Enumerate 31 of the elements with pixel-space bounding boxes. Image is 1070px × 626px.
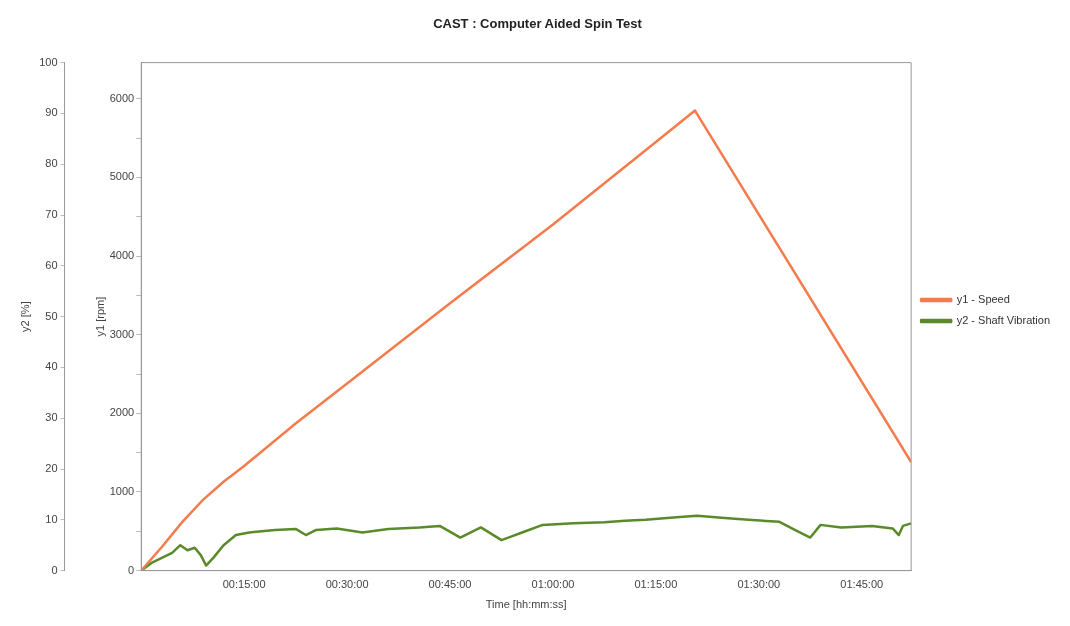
y2-tick-label: 20 — [45, 462, 58, 475]
y2-tick-label: 100 — [39, 55, 58, 68]
x-tick-label: 00:45:00 — [428, 578, 472, 591]
chart-title: CAST : Computer Aided Spin Test — [433, 16, 643, 32]
y-tick-label: 6000 — [109, 91, 135, 104]
x-tick-label: 00:30:00 — [325, 578, 369, 591]
y2-tick-label: 90 — [45, 106, 58, 119]
x-tick-label: 01:45:00 — [840, 578, 884, 591]
y-tick-label: 4000 — [109, 249, 135, 262]
y2-tick-label: 0 — [51, 563, 58, 576]
x-tick-label: 00:15:00 — [222, 578, 266, 591]
y-tick-label: 0 — [128, 563, 135, 576]
x-tick-label: 01:00:00 — [531, 578, 575, 591]
y2-tick-label: 50 — [45, 309, 58, 322]
x-axis-title: Time [hh:mm:ss] — [485, 598, 567, 611]
x-tick-label: 01:15:00 — [634, 578, 678, 591]
y2-tick-label: 10 — [45, 512, 58, 525]
x-tick-label: 01:30:00 — [737, 578, 781, 591]
y2-axis-title: y2 [%] — [18, 301, 31, 332]
y-tick-label: 2000 — [109, 406, 135, 419]
legend-label: y1 - Speed — [956, 293, 1010, 306]
y-tick-label: 5000 — [109, 170, 135, 183]
y2-tick-label: 40 — [45, 360, 58, 373]
legend-label: y2 - Shaft Vibration — [956, 314, 1051, 327]
y2-tick-label: 80 — [45, 157, 58, 170]
y-tick-label: 3000 — [109, 327, 135, 340]
y2-tick-label: 60 — [45, 258, 58, 271]
y2-tick-label: 70 — [45, 208, 58, 221]
y2-tick-label: 30 — [45, 411, 58, 424]
y-tick-label: 1000 — [109, 484, 135, 497]
y-axis-title: y1 [rpm] — [94, 296, 107, 337]
